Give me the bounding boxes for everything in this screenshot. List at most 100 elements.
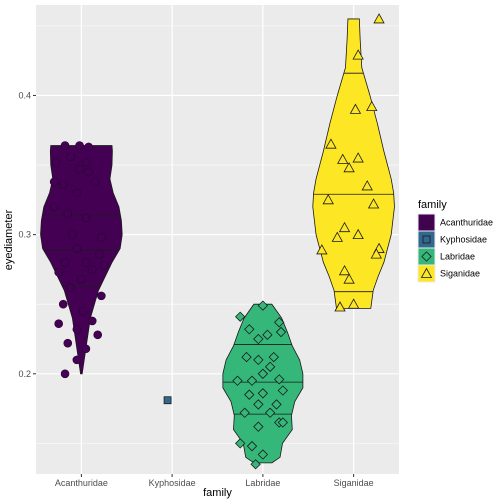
point-acanthuridae (77, 274, 86, 284)
point-labridae (253, 333, 264, 345)
legend-label-siganidae: Siganidae (440, 269, 480, 279)
y-axis: 0.2 0.3 0.4 (18, 90, 36, 379)
point-labridae (244, 389, 255, 400)
point-siganidae (352, 152, 364, 163)
point-acanthuridae (81, 344, 91, 354)
x-tick-label: Siganidae (334, 478, 374, 488)
point-labridae (253, 421, 264, 432)
y-tick-label: 0.4 (18, 90, 31, 100)
point-acanthuridae (49, 177, 59, 187)
point-acanthuridae (51, 157, 61, 167)
point-labridae (275, 326, 287, 338)
point-labridae (264, 361, 276, 373)
point-siganidae (337, 153, 349, 164)
point-labridae (257, 300, 269, 311)
point-siganidae (361, 180, 373, 191)
legend-symbol (421, 251, 432, 262)
point-siganidae (338, 221, 351, 233)
point-acanthuridae (97, 291, 106, 301)
point-labridae (246, 375, 258, 386)
point-acanthuridae (60, 369, 70, 379)
point-labridae (264, 407, 276, 418)
point-labridae (253, 399, 264, 410)
point-acanthuridae (63, 209, 73, 219)
point-siganidae (347, 298, 360, 309)
legend-symbol (420, 267, 433, 278)
point-acanthuridae (72, 324, 82, 334)
point-acanthuridae (87, 265, 97, 274)
point-siganidae (334, 301, 346, 312)
point-acanthuridae (60, 141, 70, 150)
x-axis: Acanthuridae Kyphosidae Labridae Siganidae (55, 474, 374, 488)
point-acanthuridae (68, 230, 77, 239)
point-labridae (274, 374, 285, 385)
point-labridae (274, 317, 285, 328)
point-acanthuridae (66, 152, 75, 161)
points (49, 13, 385, 470)
point-labridae (235, 311, 246, 322)
point-labridae (262, 329, 273, 340)
y-tick-label: 0.3 (18, 230, 31, 240)
legend-symbol (422, 235, 431, 244)
point-siganidae (331, 231, 343, 242)
point-acanthuridae (93, 330, 103, 340)
point-siganidae (343, 162, 355, 173)
point-acanthuridae (78, 306, 88, 316)
point-labridae (246, 441, 258, 452)
point-labridae (257, 388, 269, 399)
point-acanthuridae (97, 233, 106, 242)
point-acanthuridae (49, 202, 59, 212)
legend-label-kyphosidae: Kyphosidae (440, 235, 487, 245)
y-axis-title: eyediameter (3, 209, 15, 270)
legend-label-acanthuridae: Acanthuridae (440, 218, 493, 228)
x-tick-label: Kyphosidae (149, 478, 196, 488)
point-acanthuridae (58, 180, 68, 189)
point-siganidae (325, 138, 337, 149)
point-labridae (241, 351, 252, 363)
point-acanthuridae (72, 188, 82, 198)
violin-siganidae (312, 18, 395, 309)
point-kyphosidae (163, 396, 172, 405)
point-siganidae (352, 228, 364, 240)
legend-symbol (422, 218, 431, 227)
point-labridae (253, 354, 264, 366)
x-tick-label: Acanthuridae (55, 478, 108, 488)
point-acanthuridae (81, 258, 91, 267)
point-acanthuridae (81, 213, 91, 223)
x-tick-label: Labridae (245, 478, 280, 488)
point-acanthuridae (95, 249, 104, 259)
point-acanthuridae (63, 338, 73, 348)
point-siganidae (316, 244, 328, 255)
point-acanthuridae (75, 141, 84, 150)
x-axis-title: family (203, 487, 232, 499)
point-acanthuridae (72, 244, 82, 253)
point-labridae (268, 351, 279, 363)
point-labridae (232, 375, 243, 386)
point-labridae (235, 438, 246, 449)
legend-title: family (418, 199, 447, 211)
point-labridae (257, 449, 269, 460)
point-siganidae (349, 103, 362, 114)
point-labridae (277, 417, 289, 428)
point-acanthuridae (72, 355, 82, 365)
point-siganidae (366, 100, 378, 111)
point-siganidae (367, 198, 380, 209)
y-tick-label: 0.2 (18, 369, 31, 379)
point-labridae (271, 399, 282, 410)
point-acanthuridae (99, 260, 109, 270)
violin-acanthuridae (40, 145, 123, 375)
point-siganidae (338, 264, 351, 276)
point-siganidae (343, 273, 355, 284)
point-siganidae (373, 13, 385, 24)
point-acanthuridae (75, 164, 84, 174)
point-acanthuridae (60, 258, 70, 267)
point-acanthuridae (87, 316, 97, 326)
point-labridae (257, 368, 269, 379)
point-labridae (250, 459, 261, 470)
point-acanthuridae (54, 319, 63, 328)
point-labridae (239, 407, 250, 418)
legend-label-labridae: Labridae (440, 252, 475, 262)
point-acanthuridae (58, 299, 68, 309)
point-labridae (277, 385, 289, 396)
